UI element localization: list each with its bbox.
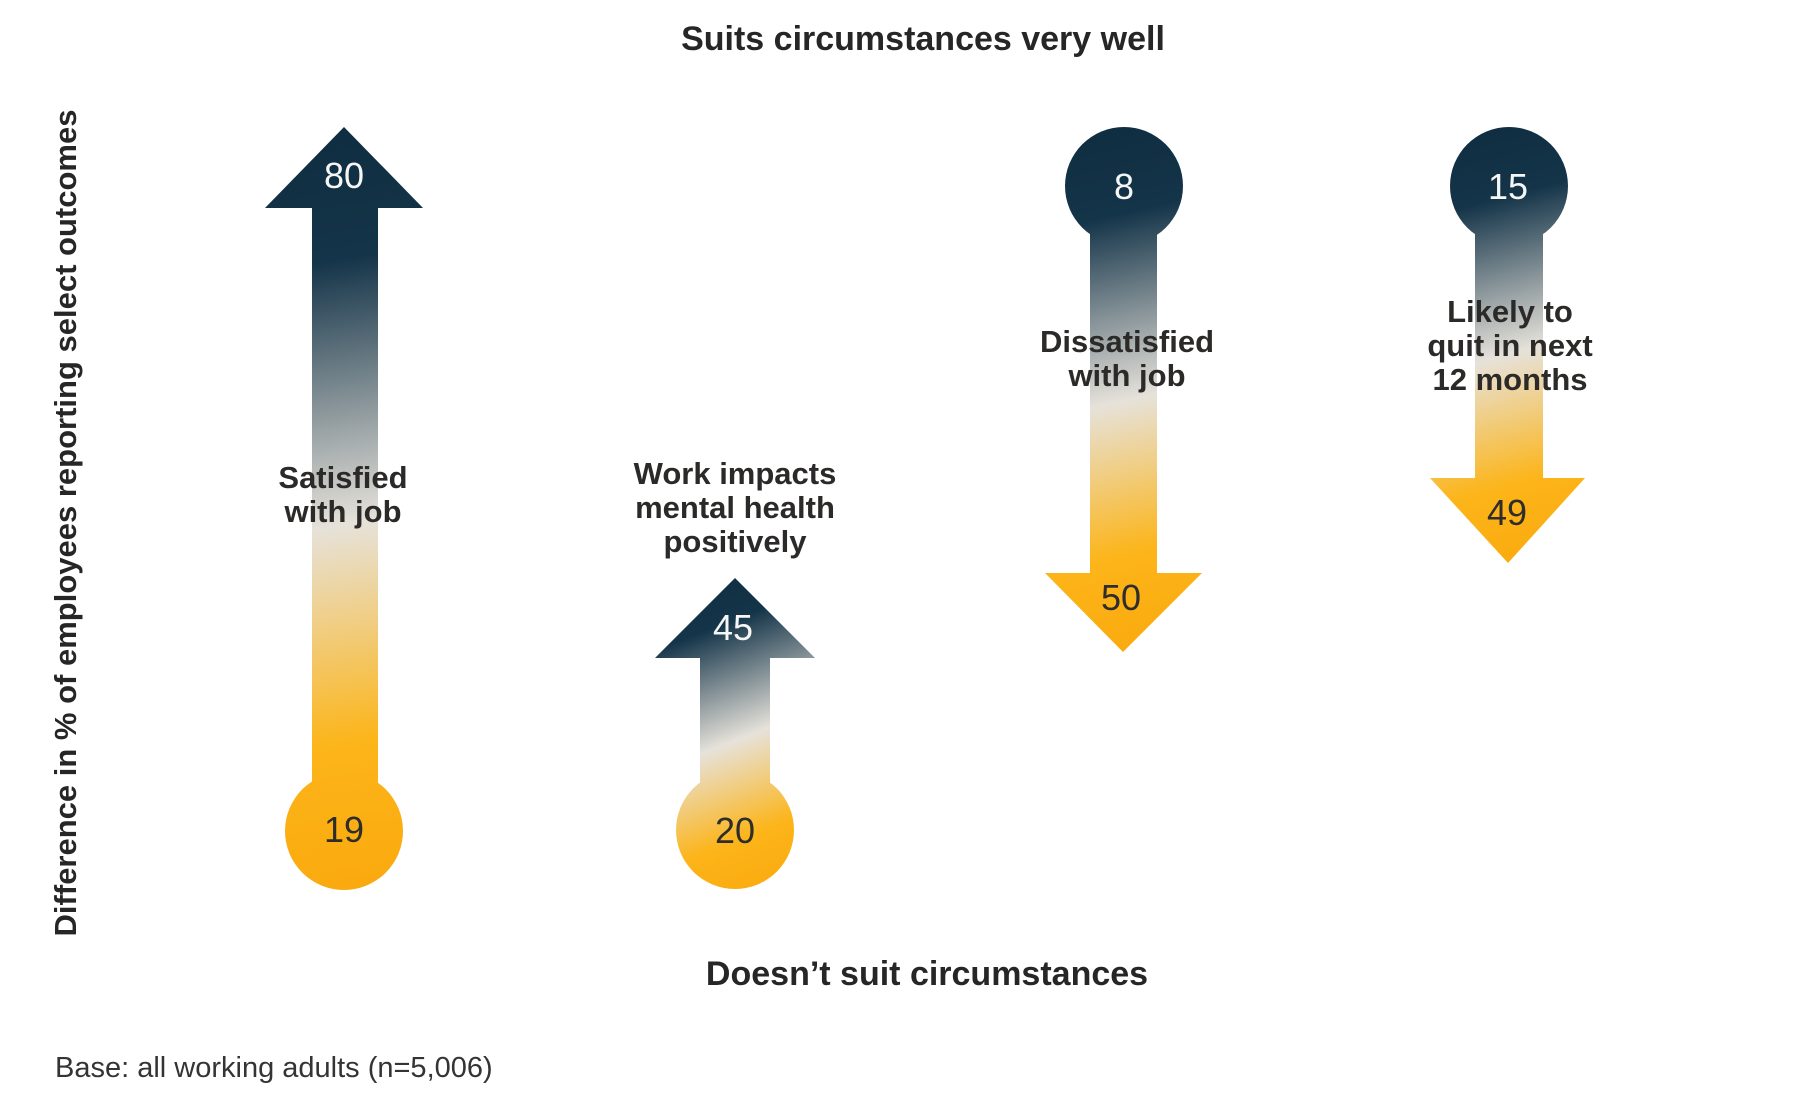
arrow-head-and-shaft	[1430, 186, 1585, 563]
top-axis-title: Suits circumstances very well	[681, 20, 1165, 58]
base-note: Base: all working adults (n=5,006)	[55, 1052, 493, 1084]
value-likely-quit-suits: 15	[1487, 166, 1529, 207]
category-label-dissatisfied: Dissatisfied with job	[1039, 324, 1215, 393]
arrow-up-satisfied-with-job-icon	[265, 127, 423, 890]
value-mental-health-doesnt-suit: 20	[714, 810, 756, 851]
y-axis-title: Difference in % of employees reporting s…	[48, 109, 83, 937]
arrow-endpoint-circle	[285, 772, 403, 890]
arrow-head-and-shaft	[1045, 186, 1202, 652]
value-likely-quit-doesnt-suit: 49	[1486, 492, 1528, 533]
arrow-down-likely-to-quit-icon	[1430, 127, 1585, 563]
value-dissatisfied-doesnt-suit: 50	[1100, 577, 1142, 618]
arrow-up-mental-health-icon	[655, 578, 815, 889]
arrow-endpoint-circle	[676, 771, 794, 889]
bottom-axis-title: Doesn’t suit circumstances	[705, 955, 1149, 993]
value-satisfied-suits: 80	[323, 155, 365, 196]
category-label-mental-health: Work impacts mental health positively	[633, 456, 837, 559]
category-label-likely-to-quit: Likely to quit in next 12 months	[1427, 294, 1593, 397]
arrow-head-and-shaft	[655, 578, 815, 830]
category-label-satisfied-with-job: Satisfied with job	[278, 460, 408, 529]
value-mental-health-suits: 45	[712, 607, 754, 648]
value-dissatisfied-suits: 8	[1113, 166, 1135, 207]
arrow-down-dissatisfied-icon	[1045, 127, 1202, 652]
value-satisfied-doesnt-suit: 19	[323, 809, 365, 850]
arrow-head-and-shaft	[265, 127, 423, 831]
